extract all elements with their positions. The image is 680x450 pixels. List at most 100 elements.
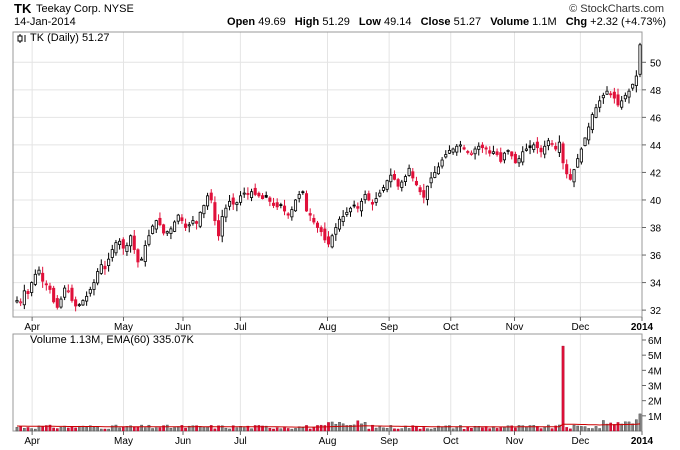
volume-bar bbox=[88, 425, 92, 432]
candle-body bbox=[165, 231, 169, 234]
candle-body bbox=[554, 145, 558, 150]
volume-bar bbox=[242, 427, 246, 432]
candle-body bbox=[279, 204, 283, 206]
volume-bar bbox=[162, 425, 165, 432]
price-x-tick-label: Oct bbox=[443, 322, 459, 333]
candle-body bbox=[26, 291, 30, 294]
price-x-tick-label: Aug bbox=[319, 322, 337, 333]
volume-bar bbox=[510, 425, 514, 432]
volume-bar bbox=[272, 428, 275, 432]
candle-body bbox=[488, 150, 492, 154]
volume-legend: Volume 1.13M, EMA(60) 335.07K bbox=[30, 334, 195, 346]
candle-body bbox=[400, 181, 404, 188]
candle-body bbox=[202, 205, 206, 215]
high-value: 51.29 bbox=[322, 16, 350, 28]
price-x-tick-label: Jun bbox=[175, 322, 191, 333]
volume-bar bbox=[206, 426, 209, 432]
volume-bar bbox=[173, 427, 176, 432]
volume-bar bbox=[143, 427, 147, 432]
candle-body bbox=[315, 222, 320, 228]
candle-body bbox=[319, 227, 323, 233]
price-x-tick-label: 2014 bbox=[631, 322, 654, 333]
candle-body bbox=[411, 171, 415, 179]
volume-bar bbox=[59, 427, 63, 432]
volume-bar bbox=[349, 424, 352, 432]
volume-bar bbox=[132, 426, 136, 432]
volume-bar bbox=[294, 428, 297, 432]
volume-bar bbox=[140, 424, 143, 432]
volume-bar bbox=[308, 428, 312, 432]
volume-bar bbox=[371, 424, 374, 432]
price-y-tick-label: 46 bbox=[650, 113, 662, 124]
candle-body bbox=[246, 193, 250, 195]
volume-bar bbox=[514, 427, 517, 432]
candle-body bbox=[374, 198, 378, 203]
candle-body bbox=[77, 304, 81, 307]
ticker-symbol: TK bbox=[14, 1, 32, 16]
volume-bar bbox=[572, 424, 576, 432]
high-label: High bbox=[294, 16, 320, 28]
volume-bar bbox=[19, 426, 23, 432]
volume-bar bbox=[22, 428, 26, 432]
candle-body bbox=[422, 190, 426, 198]
candle-body bbox=[334, 227, 338, 235]
candle-body bbox=[217, 220, 221, 237]
volume-bar bbox=[41, 426, 44, 432]
volume-y-tick-label: 1M bbox=[648, 412, 662, 423]
candle-body bbox=[605, 90, 609, 95]
candle-body bbox=[510, 151, 514, 157]
volume-bar bbox=[187, 425, 191, 432]
candle-body bbox=[253, 187, 257, 195]
close-value: 51.27 bbox=[453, 16, 482, 28]
candle-body bbox=[521, 151, 525, 163]
candle-body bbox=[103, 265, 107, 270]
candle-body bbox=[612, 91, 616, 99]
candle-body bbox=[477, 145, 481, 150]
volume-bar bbox=[33, 428, 37, 432]
candle-body bbox=[601, 94, 605, 99]
candle-body bbox=[590, 114, 594, 131]
volume-bar bbox=[382, 427, 385, 432]
candle-body bbox=[620, 100, 624, 108]
volume-bar bbox=[30, 428, 33, 432]
volume-bar bbox=[459, 425, 462, 432]
volume-bar bbox=[525, 426, 528, 432]
candle-body bbox=[469, 152, 473, 155]
volume-bar bbox=[213, 428, 217, 432]
volume-bar bbox=[15, 427, 19, 432]
volume-bar bbox=[481, 427, 484, 432]
candle-body bbox=[352, 204, 356, 207]
candle-body bbox=[85, 295, 89, 302]
candle-body bbox=[198, 211, 202, 227]
price-y-tick-label: 34 bbox=[650, 279, 662, 290]
candle-body bbox=[125, 245, 129, 252]
candle-body bbox=[110, 249, 114, 258]
volume-bar bbox=[400, 428, 404, 432]
volume-x-tick-label: 2014 bbox=[631, 436, 654, 447]
volume-bar bbox=[532, 425, 536, 432]
candle-body bbox=[55, 298, 59, 308]
price-panel: 32 34 36 38 40 42 44 46 48 50 Apr May Jun Jul Aug Sep O… bbox=[12, 31, 662, 333]
volume-bar bbox=[616, 422, 620, 432]
volume-bar bbox=[598, 428, 602, 432]
brand-watermark[interactable]: © StockCharts.com bbox=[569, 3, 664, 15]
volume-bar bbox=[389, 425, 393, 432]
candle-body bbox=[583, 137, 587, 146]
volume-bar bbox=[521, 425, 525, 432]
volume-bar bbox=[363, 422, 367, 432]
chg-label: Chg bbox=[565, 16, 588, 28]
candle-body bbox=[367, 193, 371, 201]
volume-bar bbox=[422, 427, 426, 432]
candle-body bbox=[19, 301, 23, 304]
price-legend: TK (Daily) 51.27 bbox=[30, 32, 109, 44]
candle-body bbox=[627, 90, 631, 98]
quote-summary: Open 49.69 High 51.29 Low 49.14 Close 51… bbox=[227, 16, 666, 29]
candle-body bbox=[297, 194, 301, 199]
volume-bar bbox=[561, 345, 565, 432]
candle-body bbox=[517, 158, 521, 164]
candle-body bbox=[502, 152, 506, 161]
candle-body bbox=[140, 258, 144, 261]
chg-value: +2.32 (+4.73%) bbox=[590, 16, 666, 28]
volume-x-tick-label: Apr bbox=[24, 436, 40, 447]
